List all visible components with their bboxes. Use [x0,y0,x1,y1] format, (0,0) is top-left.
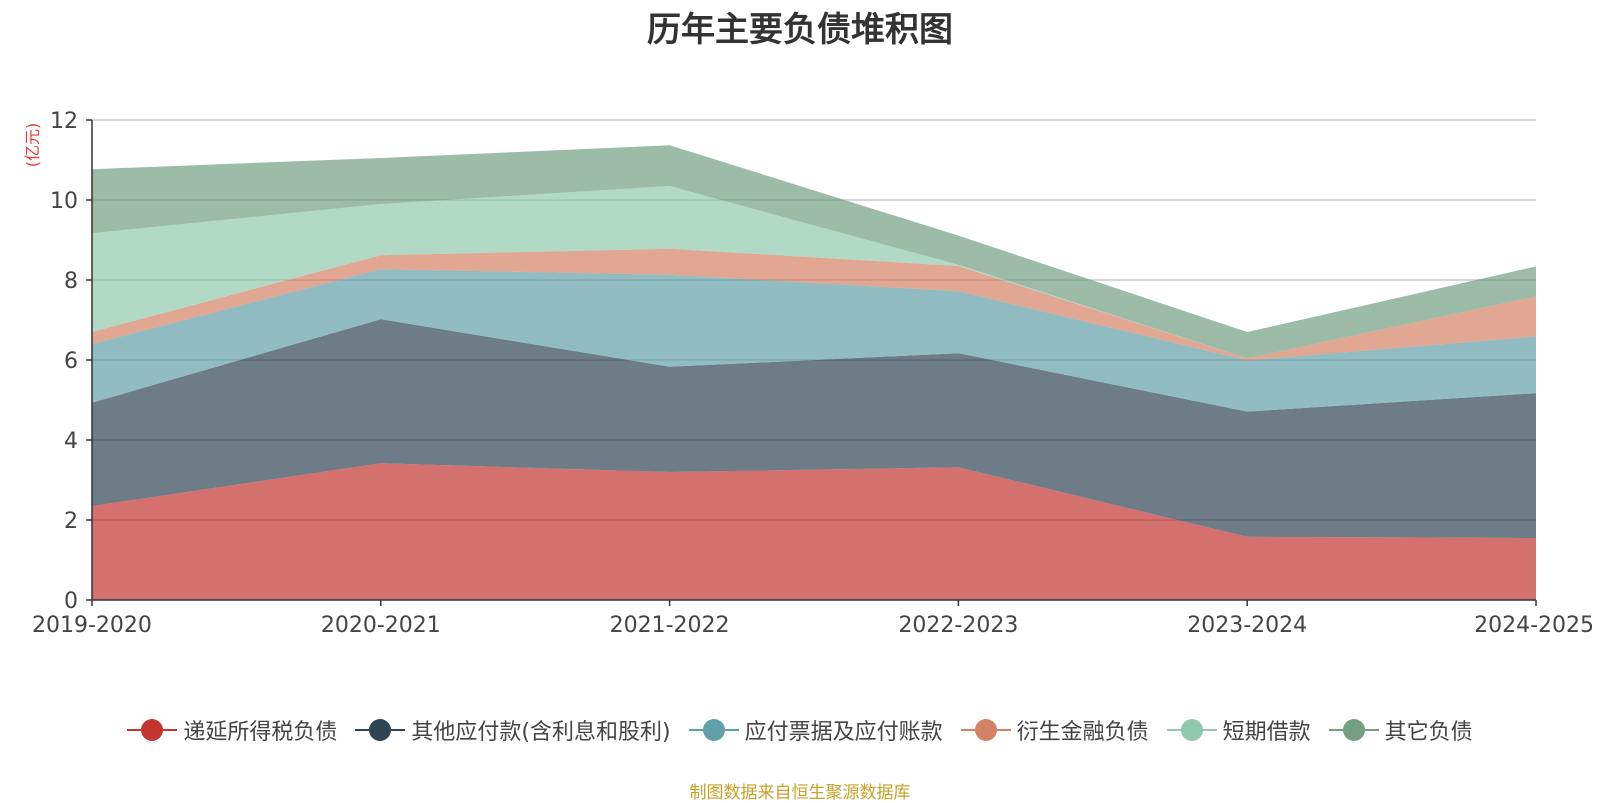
legend-marker-icon [960,719,1011,741]
legend: 递延所得税负债 其他应付款(含利息和股利) 应付票据及应付账款 衍生金融负债 短期借款 其… [0,714,1600,746]
legend-marker-icon [355,719,406,741]
legend-item-5[interactable]: 短期借款 [1166,714,1311,746]
axes: 0 2 4 6 8 10 12 2019-2020 2020-2021 2021-2022 2022… [32,109,1594,638]
x-tick-label: 2024-2025 [1474,613,1594,638]
legend-label: 其他应付款(含利息和股利) [411,720,671,745]
legend-item-3[interactable]: 应付票据及应付账款 [688,714,943,746]
legend-marker-icon [1166,719,1217,741]
legend-label: 递延所得税负债 [183,720,338,745]
legend-marker-icon [688,719,739,741]
legend-item-4[interactable]: 衍生金融负债 [960,714,1149,746]
x-tick-label: 2021-2022 [610,613,730,638]
legend-marker-icon [1328,719,1379,741]
area-series-3 [92,269,1536,412]
legend-label: 衍生金融负债 [1016,720,1149,745]
area-series-2 [92,319,1536,538]
area-series-5 [92,186,1536,359]
chart-title: 历年主要负债堆积图 [647,10,953,50]
y-tick-label: 6 [64,349,78,374]
y-tick-label: 10 [50,189,78,214]
y-axis-label: (亿元) [23,123,42,168]
area-series-6 [92,145,1536,359]
y-tick-label: 12 [50,109,78,134]
legend-item-1[interactable]: 递延所得税负债 [127,714,337,746]
legend-item-2[interactable]: 其他应付款(含利息和股利) [355,714,671,746]
y-tick-label: 2 [64,509,78,534]
source-note: 制图数据来自恒生聚源数据库 [689,783,911,803]
legend-label: 应付票据及应付账款 [744,720,943,745]
y-tick-label: 4 [64,429,78,454]
x-tick-label: 2023-2024 [1187,613,1307,638]
stacked-area-chart: 0 2 4 6 8 10 12 2019-2020 2020-2021 2021-2022 2022… [23,109,1594,638]
y-tick-label: 0 [64,589,78,614]
y-tick-label: 8 [64,269,78,294]
legend-item-6[interactable]: 其它负债 [1328,714,1473,746]
legend-marker-icon [127,719,178,741]
area-series-1 [92,463,1536,600]
legend-label: 短期借款 [1222,720,1311,745]
area-series-4 [92,248,1536,361]
legend-label: 其它负债 [1384,720,1473,745]
area-series-group [92,145,1536,600]
x-tick-label: 2019-2020 [32,613,152,638]
x-tick-label: 2022-2023 [898,613,1018,638]
x-tick-label: 2020-2021 [321,613,441,638]
